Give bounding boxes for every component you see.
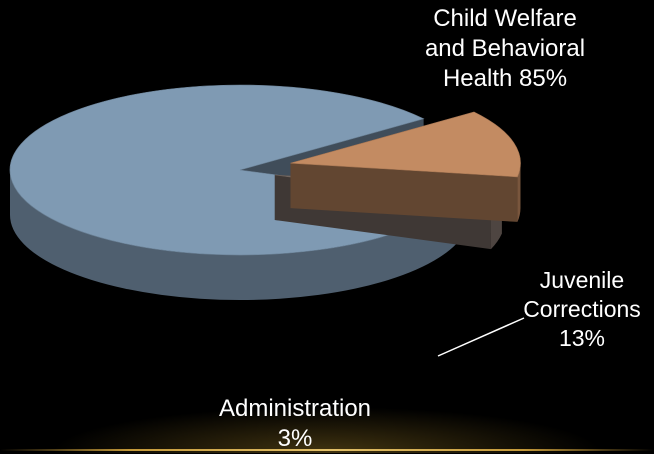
- slice-side-juvenile-corrections-0: [517, 163, 521, 222]
- juvenile-corrections-label: Juvenile Corrections 13%: [510, 266, 654, 353]
- child-welfare-label-line-3: Health 85%: [442, 65, 568, 92]
- administration-label-line-2: 3%: [277, 425, 313, 452]
- child-welfare-label-line-2: and Behavioral: [424, 35, 586, 62]
- administration-label-line-1: Administration: [218, 395, 372, 422]
- slice-juvenile-corrections: [290, 111, 521, 222]
- juvenile-corrections-leader-line: [437, 317, 525, 357]
- bottom-glow: [0, 380, 654, 453]
- child-welfare-label: Child Welfare and Behavioral Health 85%: [400, 4, 610, 94]
- juvenile-corrections-label-line-1: Juvenile: [539, 267, 625, 293]
- gold-divider-rule: [0, 449, 654, 451]
- slice-side-child-welfare-and-behavioral-health-0: [10, 170, 457, 300]
- juvenile-corrections-label-line-3: 13%: [558, 325, 606, 351]
- juvenile-corrections-label-line-2: Corrections: [523, 296, 641, 322]
- slice-top-juvenile-corrections: [290, 111, 521, 178]
- child-welfare-label-line-1: Child Welfare: [433, 5, 577, 32]
- slices-layer: [9, 84, 521, 300]
- slice-wall-juvenile-corrections-1: [290, 163, 518, 222]
- administration-label: Administration 3%: [190, 394, 400, 454]
